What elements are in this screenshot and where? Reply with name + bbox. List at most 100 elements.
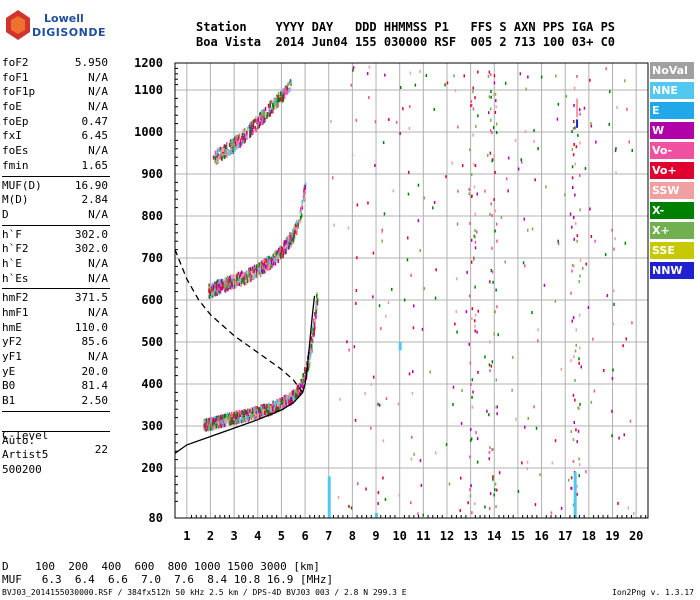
echo-mark bbox=[266, 115, 268, 119]
noise-mark bbox=[413, 452, 415, 456]
param-row: h`F 302.0 bbox=[2, 228, 110, 243]
param-key: yF1 bbox=[2, 350, 22, 364]
param-row: h`E N/A bbox=[2, 257, 110, 272]
echo-mark bbox=[285, 239, 287, 244]
echo-mark bbox=[217, 421, 220, 426]
echo-mark bbox=[273, 97, 276, 102]
echo-mark bbox=[308, 353, 310, 358]
echo-mark bbox=[256, 274, 258, 278]
echo-mark bbox=[299, 392, 301, 397]
echo-mark bbox=[295, 230, 298, 235]
logo-emblem-icon bbox=[6, 10, 30, 40]
echo-mark bbox=[249, 270, 251, 274]
noise-mark bbox=[521, 461, 523, 465]
echo-mark bbox=[208, 426, 210, 431]
echo-mark bbox=[295, 389, 298, 394]
noise-mark bbox=[410, 501, 412, 505]
echo-mark bbox=[264, 411, 266, 415]
echo-mark bbox=[277, 402, 279, 407]
noise-mark bbox=[555, 74, 557, 78]
param-row: B0 81.4 bbox=[2, 379, 110, 394]
noise-mark bbox=[631, 149, 633, 152]
echo-mark bbox=[276, 254, 279, 259]
echo-mark bbox=[251, 128, 253, 132]
noise-mark bbox=[353, 345, 356, 349]
noise-mark bbox=[470, 173, 473, 177]
echo-mark bbox=[209, 292, 212, 297]
echo-mark bbox=[303, 378, 305, 383]
echo-mark bbox=[255, 411, 257, 416]
noise-mark bbox=[533, 139, 535, 143]
noise-mark bbox=[457, 125, 459, 129]
param-key: foEs bbox=[2, 144, 29, 158]
noise-mark bbox=[572, 126, 575, 130]
echo-mark bbox=[250, 415, 252, 420]
noise-mark bbox=[403, 298, 406, 302]
noise-mark bbox=[470, 437, 473, 441]
echo-mark bbox=[224, 284, 227, 289]
echo-mark bbox=[289, 232, 292, 237]
echo-mark bbox=[263, 110, 266, 114]
noise-mark bbox=[496, 239, 498, 243]
param-row: yF2 85.6 bbox=[2, 335, 110, 350]
noise-mark bbox=[452, 403, 454, 407]
echo-mark bbox=[234, 274, 236, 279]
noise-mark bbox=[524, 130, 527, 133]
echo-mark bbox=[283, 242, 285, 247]
echo-mark bbox=[219, 286, 222, 291]
noise-mark bbox=[468, 188, 470, 191]
noise-mark bbox=[408, 170, 410, 174]
echo-mark bbox=[270, 99, 273, 104]
noise-mark bbox=[472, 133, 474, 137]
x-tick-label: 6 bbox=[301, 529, 308, 543]
echo-mark bbox=[312, 324, 315, 329]
echo-mark bbox=[222, 414, 225, 419]
noise-mark bbox=[492, 126, 495, 129]
echo-mark bbox=[249, 129, 251, 134]
noise-mark bbox=[539, 473, 541, 477]
noise-mark bbox=[493, 154, 495, 158]
echo-mark bbox=[257, 271, 259, 276]
echo-mark bbox=[270, 264, 272, 269]
noise-mark bbox=[579, 208, 581, 212]
param-key: B1 bbox=[2, 394, 16, 408]
noise-mark bbox=[347, 226, 350, 230]
noise-mark bbox=[623, 433, 625, 437]
noise-mark bbox=[332, 176, 334, 180]
echo-mark bbox=[255, 128, 257, 133]
echo-mark bbox=[272, 401, 274, 406]
noise-mark bbox=[408, 372, 411, 376]
echo-mark bbox=[236, 134, 238, 139]
echo-mark bbox=[219, 155, 221, 160]
echo-mark bbox=[243, 127, 246, 132]
noise-mark bbox=[575, 222, 577, 225]
echo-mark bbox=[214, 159, 216, 164]
echo-mark bbox=[217, 288, 219, 293]
noise-mark bbox=[470, 260, 473, 264]
echo-mark bbox=[260, 261, 262, 266]
echo-mark bbox=[224, 144, 227, 149]
echo-mark bbox=[204, 419, 206, 424]
echo-mark bbox=[268, 410, 270, 415]
echo-mark bbox=[219, 146, 222, 151]
echo-mark bbox=[250, 278, 252, 282]
echo-mark bbox=[232, 280, 234, 285]
echo-mark bbox=[290, 393, 292, 397]
noise-mark bbox=[531, 227, 534, 231]
echo-mark bbox=[249, 408, 251, 413]
noise-mark bbox=[498, 471, 501, 475]
echo-mark bbox=[297, 390, 299, 395]
echo-mark bbox=[251, 120, 253, 125]
echo-mark bbox=[247, 415, 249, 420]
echo-mark bbox=[262, 265, 264, 270]
echo-mark bbox=[268, 258, 270, 263]
echo-mark bbox=[250, 409, 253, 414]
echo-mark bbox=[210, 294, 213, 299]
noise-mark bbox=[456, 222, 459, 226]
noise-mark bbox=[374, 120, 377, 124]
echo-mark bbox=[316, 292, 318, 296]
autoscaling-label: Auto: bbox=[2, 433, 36, 447]
noise-mark bbox=[391, 287, 393, 291]
echo-mark bbox=[253, 269, 255, 274]
echo-mark bbox=[208, 294, 210, 299]
